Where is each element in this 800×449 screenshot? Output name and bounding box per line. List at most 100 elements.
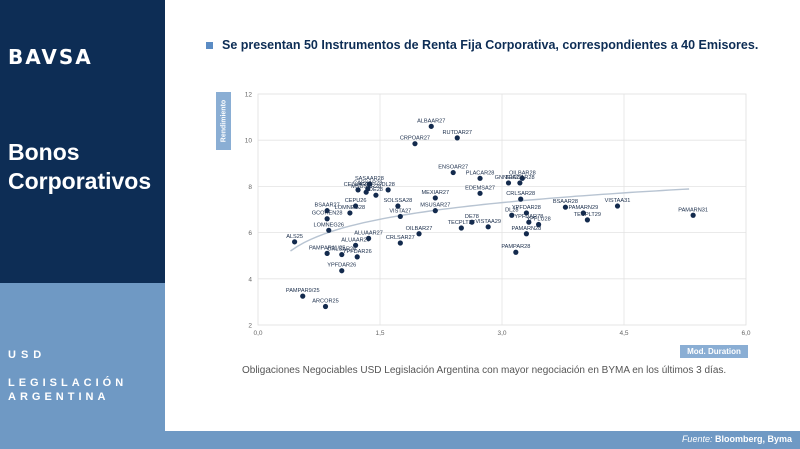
source-value: Bloomberg, Byma (714, 434, 792, 444)
data-point (562, 204, 569, 210)
source-note: Fuente: Bloomberg, Byma (682, 434, 792, 444)
headline: Se presentan 50 Instrumentos de Renta Fi… (222, 38, 759, 52)
bullet-icon (206, 42, 213, 49)
y-tick-label: 10 (245, 138, 253, 145)
x-tick-label: 1,5 (375, 330, 384, 337)
data-point (322, 303, 329, 310)
data-point (458, 225, 464, 231)
data-point-label: OILBAR28 (509, 170, 536, 176)
data-point-label: YPFDAR78 (514, 214, 543, 220)
logo: BAVSA (8, 45, 93, 69)
data-point-label: PAMPAR9/25 (286, 288, 320, 294)
data-point (454, 135, 460, 141)
data-point-label: MEXIAR27 (421, 190, 449, 196)
y-tick-label: 8 (248, 184, 252, 191)
data-point (523, 210, 530, 216)
data-point (397, 240, 403, 246)
data-point (614, 203, 621, 209)
data-point (347, 210, 353, 216)
data-point (326, 227, 332, 233)
data-point-label: CRLSAR26 (327, 247, 356, 253)
data-point (519, 175, 525, 181)
data-point-label: PAMARN31 (678, 207, 708, 213)
data-point-label: PAMARN29 (568, 205, 598, 211)
data-point (485, 224, 491, 230)
data-point-label: DL28 (505, 207, 518, 213)
data-point-label: ALUAAR27 (354, 230, 383, 236)
data-point-label: PAMPAR28 (501, 244, 530, 250)
y-axis-label-box (216, 92, 231, 150)
sidebar-bottom-panel (0, 283, 165, 449)
data-point (385, 187, 391, 193)
data-point (518, 196, 524, 202)
chart-axes: 2 4 6 8 10 12 0,0 1,5 3,0 4,5 6,0 (245, 92, 751, 338)
x-tick-label: 3,0 (497, 330, 506, 337)
data-point (469, 219, 475, 225)
data-point (690, 212, 696, 218)
data-point (428, 123, 434, 129)
data-point-label: ENSOAR27 (438, 165, 468, 171)
data-point (353, 242, 359, 248)
data-point-label: EDEMSA27 (465, 185, 495, 191)
data-point-label: BSAAR27 (315, 203, 340, 209)
data-point-label: TECPLT27 (448, 220, 475, 226)
data-point (366, 181, 373, 187)
data-point (395, 203, 401, 209)
y-tick-label: 2 (248, 323, 252, 330)
data-point-label: ARCOR25 (312, 299, 338, 305)
x-axis-label-box (680, 345, 748, 358)
plot-frame (257, 93, 747, 326)
x-tick-label: 0,0 (253, 330, 262, 337)
y-tick-label: 6 (248, 230, 252, 237)
data-point-label: SASAAR28 (355, 176, 384, 182)
chart-points: ALBAAR27 RUTDAR27 CRPOAR27 ENSOAR27PLACAR28… (286, 118, 708, 310)
data-point-label: TECOAR28 (505, 175, 535, 181)
data-point (363, 189, 369, 195)
data-point (450, 169, 456, 176)
chart-grid (257, 93, 747, 326)
data-point-label: GNNEIA28 (495, 175, 523, 181)
data-point-label: LOMNEG28 (335, 205, 365, 211)
x-tick-label: 4,5 (619, 330, 628, 337)
data-point (324, 250, 330, 256)
x-axis-label: Mod. Duration (687, 347, 741, 356)
data-point-label: SOLSSA28 (384, 198, 413, 204)
data-point-label: ALS25 (286, 234, 303, 240)
data-point-label: YPFLU28 (526, 217, 550, 223)
data-point (353, 203, 359, 209)
data-point (432, 208, 438, 214)
data-point-label: CELUAR28 (344, 182, 373, 188)
data-point-label: VISTA27 (389, 208, 411, 214)
data-point (354, 254, 360, 260)
data-point-label: LOMNEG26 (314, 222, 344, 228)
tag-currency: USD (8, 349, 47, 361)
data-point (339, 251, 345, 258)
data-point-label: PAMPAR11/25 (309, 245, 345, 251)
data-point-label: GCOHEN28 (312, 211, 343, 217)
data-point-label: DL28 (381, 182, 394, 188)
trend-line (290, 188, 690, 252)
chart-caption: Obligaciones Negociables USD Legislación… (242, 365, 727, 376)
data-point (517, 180, 523, 186)
data-point (580, 210, 586, 216)
data-point (584, 217, 591, 223)
tag-legislation: LEGISLACIÓN ARGENTINA (8, 377, 128, 403)
data-point-label: TECPLT29 (574, 212, 601, 218)
data-point (339, 268, 345, 274)
section-title: Bonos Corporativos (8, 139, 152, 194)
data-point-label: PAMARN28 (512, 226, 542, 232)
data-point-label: CRLSAR28 (506, 191, 535, 197)
footer-bar: Fuente: Bloomberg, Byma (165, 431, 800, 449)
data-point (536, 221, 542, 228)
data-point-label: YPFDAR28 (512, 205, 541, 211)
data-point-label: YPFDAR26 (343, 249, 372, 255)
data-point (324, 216, 330, 222)
data-point (477, 175, 483, 181)
data-point (509, 212, 515, 218)
y-axis-label: Rendimiento (220, 99, 227, 143)
data-point-label: OILBAR27 (406, 226, 433, 232)
data-point-label: CRLSAR27 (386, 235, 415, 241)
data-point-label: ALUAAR26 (341, 237, 370, 243)
sidebar-top-panel (0, 0, 165, 283)
